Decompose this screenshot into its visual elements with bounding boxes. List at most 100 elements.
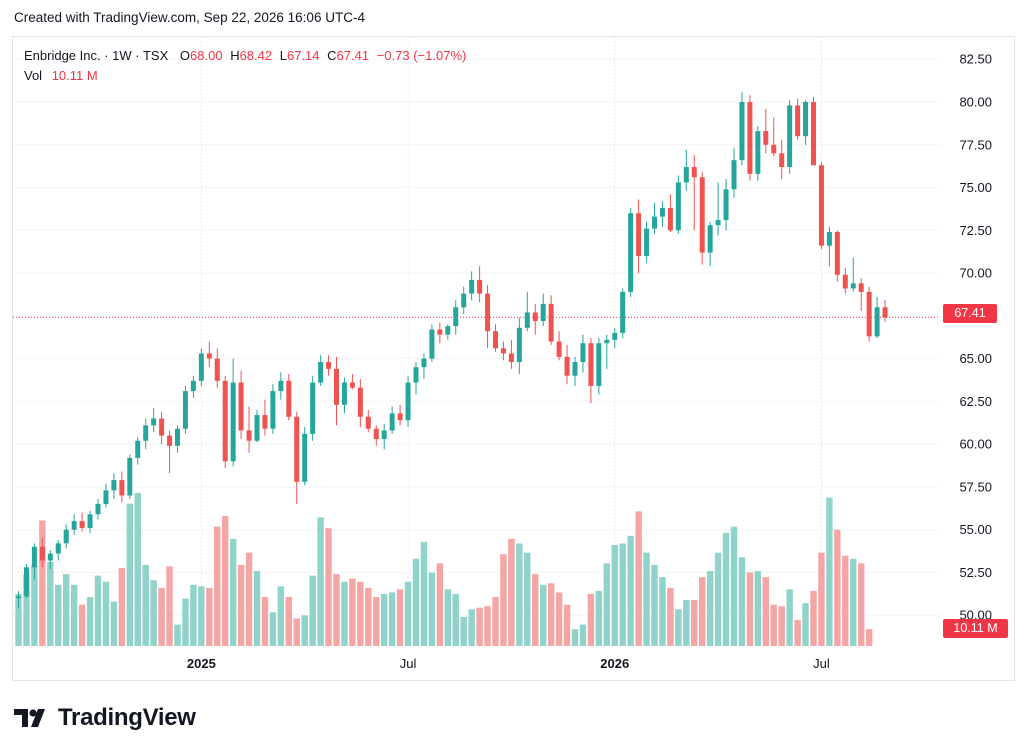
candle-body bbox=[318, 362, 324, 383]
tradingview-logo-text: TradingView bbox=[58, 704, 196, 731]
candles bbox=[16, 91, 888, 609]
volume-bar bbox=[349, 578, 356, 646]
candle-body bbox=[246, 430, 252, 441]
volume-bar bbox=[722, 532, 730, 646]
candle-body bbox=[715, 220, 721, 226]
volume-bar bbox=[222, 515, 229, 646]
volume-bar bbox=[627, 535, 634, 646]
high-value: 68.42 bbox=[239, 48, 273, 63]
candle-body bbox=[222, 380, 228, 462]
last-volume-tag: 10.11 M bbox=[943, 619, 1008, 638]
y-tick-label: 65.00 bbox=[959, 351, 992, 366]
y-tick-label: 52.50 bbox=[959, 565, 992, 580]
chart-caption: Created with TradingView.com, Sep 22, 20… bbox=[14, 10, 365, 25]
volume-bar bbox=[285, 597, 292, 646]
time-axis[interactable]: 2025 Jul 2026 Jul bbox=[187, 656, 830, 671]
volume-bar bbox=[842, 555, 849, 646]
candle-body bbox=[620, 291, 626, 333]
candle-body bbox=[858, 283, 864, 292]
candle-body bbox=[588, 343, 594, 386]
volume-bar bbox=[31, 564, 38, 646]
volume-bar bbox=[102, 581, 110, 646]
volume-bar bbox=[166, 566, 173, 646]
volume-bar bbox=[365, 587, 372, 646]
candle-body bbox=[294, 416, 300, 482]
volume-bar bbox=[78, 604, 86, 646]
candle-body bbox=[310, 382, 316, 434]
volume-bar bbox=[444, 589, 451, 646]
candle-body bbox=[349, 382, 355, 388]
candle-body bbox=[373, 428, 379, 440]
candle-body bbox=[87, 514, 93, 528]
close-value: 67.41 bbox=[336, 48, 370, 63]
low-value: 67.14 bbox=[286, 48, 320, 63]
volume-bar bbox=[508, 538, 515, 646]
open-value: 68.00 bbox=[190, 48, 223, 63]
candle-body bbox=[270, 391, 276, 429]
volume-bars bbox=[15, 493, 873, 646]
volume-bar bbox=[388, 592, 396, 646]
volume-bar bbox=[182, 598, 189, 646]
volume-bar bbox=[142, 564, 149, 646]
candle-body bbox=[596, 343, 602, 386]
y-tick-label: 70.00 bbox=[959, 266, 992, 281]
volume-bar bbox=[579, 624, 587, 646]
candle-body bbox=[707, 225, 713, 253]
volume-value: 10.11 M bbox=[51, 68, 98, 83]
tradingview-logo[interactable]: TradingView bbox=[14, 704, 196, 732]
candle-body bbox=[198, 353, 204, 381]
candle-body bbox=[334, 368, 339, 405]
volume-bar bbox=[277, 586, 285, 646]
candle-body bbox=[540, 303, 546, 321]
volume-bar bbox=[675, 609, 682, 646]
volume-bar bbox=[55, 584, 62, 646]
symbol-label[interactable]: Enbridge Inc. · 1W · TSX bbox=[24, 48, 169, 63]
volume-bar bbox=[484, 606, 491, 646]
candle-body bbox=[691, 167, 697, 178]
volume-bar bbox=[571, 629, 579, 646]
volume-bar bbox=[404, 581, 412, 646]
candle-body bbox=[795, 105, 801, 137]
volume-bar bbox=[651, 564, 658, 646]
volume-bar bbox=[611, 545, 618, 646]
volume-bar bbox=[770, 604, 777, 646]
candle-body bbox=[278, 380, 284, 392]
volume-bar bbox=[301, 615, 308, 646]
candle-body bbox=[524, 312, 530, 328]
volume-bar bbox=[110, 601, 118, 646]
candle-body bbox=[23, 567, 29, 597]
candle-body bbox=[175, 428, 180, 446]
volume-bar bbox=[547, 583, 555, 646]
volume-bar bbox=[15, 593, 22, 646]
candle-body bbox=[405, 382, 411, 421]
volume-bar bbox=[746, 572, 754, 646]
candle-body bbox=[683, 167, 689, 183]
volume-bar bbox=[23, 574, 30, 646]
candle-body bbox=[532, 312, 538, 321]
volume-bar bbox=[436, 563, 444, 646]
candle-body bbox=[612, 332, 618, 340]
candle-body bbox=[779, 153, 785, 168]
candle-body bbox=[262, 415, 268, 429]
candle-body bbox=[477, 279, 483, 294]
candle-body bbox=[834, 232, 840, 275]
tradingview-logo-icon bbox=[14, 709, 45, 727]
candle-body bbox=[739, 102, 745, 161]
candle-body bbox=[365, 416, 371, 429]
candle-body bbox=[381, 430, 387, 440]
candle-body bbox=[119, 480, 125, 496]
y-tick-label: 72.50 bbox=[959, 223, 992, 238]
candle-body bbox=[771, 144, 777, 154]
volume-bar bbox=[643, 552, 650, 646]
volume-line: Vol 10.11 M bbox=[24, 66, 466, 86]
volume-bar bbox=[786, 589, 793, 646]
volume-bar bbox=[714, 552, 722, 646]
x-tick-label: Jul bbox=[400, 656, 417, 671]
volume-bar bbox=[460, 616, 467, 646]
volume-bar bbox=[245, 552, 253, 646]
price-axis[interactable]: 82.5080.0077.5075.0072.5070.0067.5065.00… bbox=[959, 52, 992, 623]
volume-bar bbox=[468, 609, 475, 646]
candle-body bbox=[866, 291, 872, 337]
candle-body bbox=[214, 358, 220, 381]
